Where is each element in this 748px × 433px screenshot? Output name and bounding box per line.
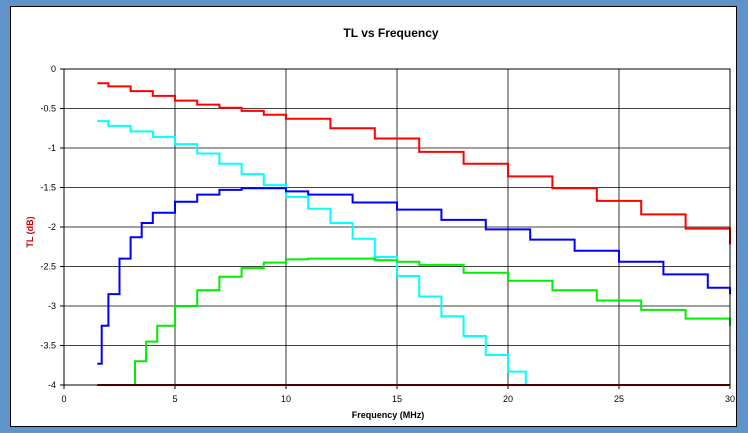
x-tick-label: 25 (614, 394, 624, 404)
line-chart: TL vs Frequency Frequency (MHz) TL (dB) … (11, 7, 736, 426)
axis-ticks: 0 5 10 15 20 25 30 0 -0.5 -1 -1.5 -2 -2.5 -3 -3.5 -4 (40, 64, 735, 404)
x-tick-label: 0 (61, 394, 66, 404)
y-tick-label: -1.5 (40, 183, 56, 193)
x-tick-label: 5 (172, 394, 177, 404)
y-tick-label: 0 (51, 64, 56, 74)
y-tick-label: -1 (48, 143, 56, 153)
y-tick-label: -4 (48, 380, 56, 390)
y-tick-label: -3.5 (40, 341, 56, 351)
x-tick-label: 20 (503, 394, 513, 404)
grid-lines (64, 69, 730, 385)
y-axis-label: TL (dB) (25, 216, 35, 247)
x-tick-label: 10 (281, 394, 291, 404)
y-tick-label: -0.5 (40, 104, 56, 114)
series-line-1 (97, 83, 730, 244)
chart-area: TL vs Frequency Frequency (MHz) TL (dB) … (10, 6, 737, 427)
x-axis-label: Frequency (MHz) (352, 410, 425, 420)
y-tick-label: -2 (48, 222, 56, 232)
x-tick-label: 15 (392, 394, 402, 404)
y-tick-label: -2.5 (40, 262, 56, 272)
x-tick-label: 30 (725, 394, 735, 404)
y-tick-label: -3 (48, 301, 56, 311)
chart-title: TL vs Frequency (343, 26, 438, 40)
series-line-4 (97, 259, 730, 385)
series-group (97, 83, 730, 385)
